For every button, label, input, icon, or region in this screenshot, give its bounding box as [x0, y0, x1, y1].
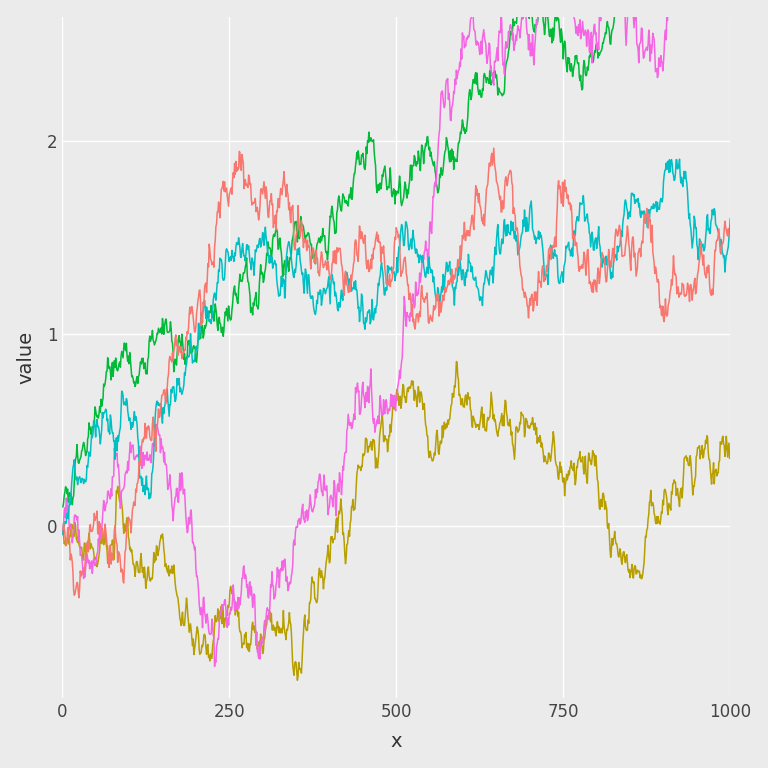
Y-axis label: value: value [17, 331, 35, 384]
X-axis label: x: x [390, 733, 402, 751]
